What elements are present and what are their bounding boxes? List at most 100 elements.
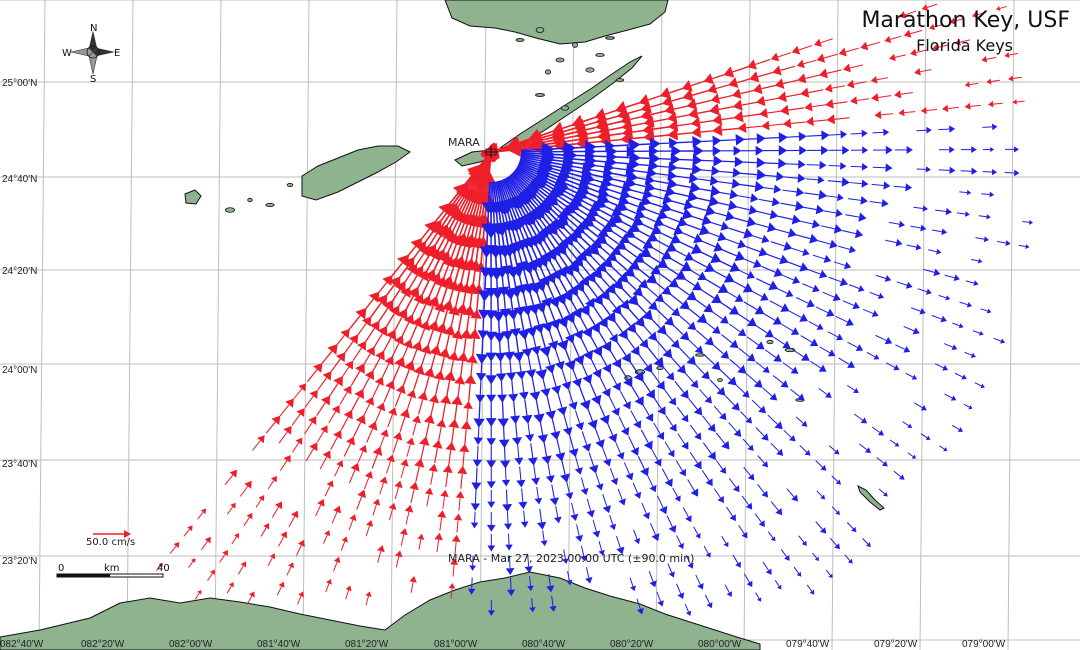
vector-head — [964, 102, 971, 110]
vector-head — [772, 65, 782, 76]
vector-head — [667, 169, 677, 181]
vector-head — [809, 338, 819, 347]
islet — [717, 378, 723, 382]
vector-shaft — [399, 416, 406, 432]
vector-shaft — [527, 421, 531, 435]
vector-head — [841, 177, 850, 187]
vector-head — [309, 442, 318, 452]
vector-shaft — [343, 341, 354, 355]
vector-shaft — [954, 17, 965, 22]
vector-head — [296, 408, 305, 417]
vector-shaft — [618, 284, 633, 299]
vector-shaft — [529, 576, 532, 586]
vector-head — [343, 409, 353, 420]
vector-shaft — [756, 210, 771, 216]
vector-shaft — [607, 347, 618, 362]
vector-shaft — [767, 414, 778, 425]
vector-shaft — [580, 286, 591, 301]
vector-shaft — [560, 176, 581, 186]
vector-shaft — [732, 65, 750, 73]
vector-head — [620, 427, 630, 436]
scale-unit-label: km — [104, 563, 120, 574]
vector-shaft — [986, 56, 997, 60]
islet — [247, 197, 253, 203]
vector-shaft — [623, 462, 630, 475]
vector-head — [608, 433, 618, 443]
vector-shaft — [886, 362, 896, 368]
vector-shaft — [728, 227, 746, 234]
vector-head — [720, 315, 729, 324]
vector-head — [842, 63, 851, 73]
vector-shaft — [542, 530, 545, 541]
vector-head — [737, 239, 747, 249]
vector-shaft — [774, 228, 790, 234]
vector-head — [970, 352, 976, 358]
vector-shaft — [660, 363, 671, 376]
vector-shaft — [721, 248, 737, 257]
vector-head — [693, 460, 702, 470]
vector-shaft — [585, 309, 596, 326]
vector-head — [834, 543, 841, 550]
vector-shaft — [601, 192, 621, 201]
vector-shaft — [546, 229, 561, 247]
vector-head — [708, 194, 720, 207]
islet — [572, 42, 578, 48]
vector-shaft — [534, 211, 547, 228]
vector-shaft — [740, 172, 758, 176]
vector-shaft — [568, 389, 574, 404]
vector-head — [527, 585, 534, 592]
vector-shaft — [903, 325, 915, 332]
vector-head — [375, 294, 388, 307]
vector-shaft — [597, 401, 606, 417]
vector-shaft — [760, 186, 775, 190]
vector-head — [384, 355, 394, 366]
vector-head — [521, 414, 533, 424]
vector-shaft — [267, 557, 273, 567]
lon-label: 079°20'W — [874, 639, 918, 650]
vector-shaft — [787, 261, 802, 268]
vector-head — [470, 503, 481, 511]
lon-label: 082°00'W — [169, 639, 213, 650]
vector-head — [690, 116, 701, 129]
vector-head — [1025, 244, 1030, 250]
vector-head — [979, 330, 984, 336]
vector-shaft — [689, 451, 698, 464]
station-marker[interactable] — [484, 146, 498, 158]
vector-shaft — [673, 175, 690, 179]
vector-shaft — [910, 225, 921, 229]
vector-head — [950, 395, 957, 401]
vector-head — [240, 561, 247, 568]
vector-head — [638, 278, 649, 289]
vector-shaft — [693, 297, 707, 308]
vector-shaft — [543, 231, 556, 249]
vector-shaft — [541, 204, 558, 222]
vector-head — [758, 247, 768, 257]
cay-sal-bank — [857, 485, 885, 511]
vector-shaft — [581, 431, 588, 445]
vector-head — [707, 423, 716, 433]
vector-shaft — [905, 372, 914, 378]
vector-head — [556, 406, 568, 416]
vector-head — [413, 293, 424, 305]
vector-head — [459, 328, 472, 340]
vector-shaft — [448, 449, 452, 466]
vector-shaft — [611, 317, 624, 333]
vector-head — [396, 308, 408, 321]
vector-shaft — [512, 172, 529, 188]
vector-head — [326, 578, 332, 585]
vector-shaft — [878, 488, 886, 495]
vector-head — [365, 396, 375, 406]
vector-shaft — [869, 291, 880, 297]
vector-head — [327, 344, 338, 355]
vector-head — [636, 607, 644, 615]
vector-head — [564, 333, 575, 344]
vector-head — [756, 157, 766, 169]
vector-shaft — [651, 449, 659, 461]
vector-head — [397, 254, 410, 268]
vector-head — [322, 450, 331, 460]
vector-shaft — [902, 421, 910, 427]
vector-shaft — [524, 399, 528, 416]
vector-head — [377, 325, 388, 337]
vector-shaft — [956, 212, 966, 215]
vector-head — [949, 17, 956, 25]
